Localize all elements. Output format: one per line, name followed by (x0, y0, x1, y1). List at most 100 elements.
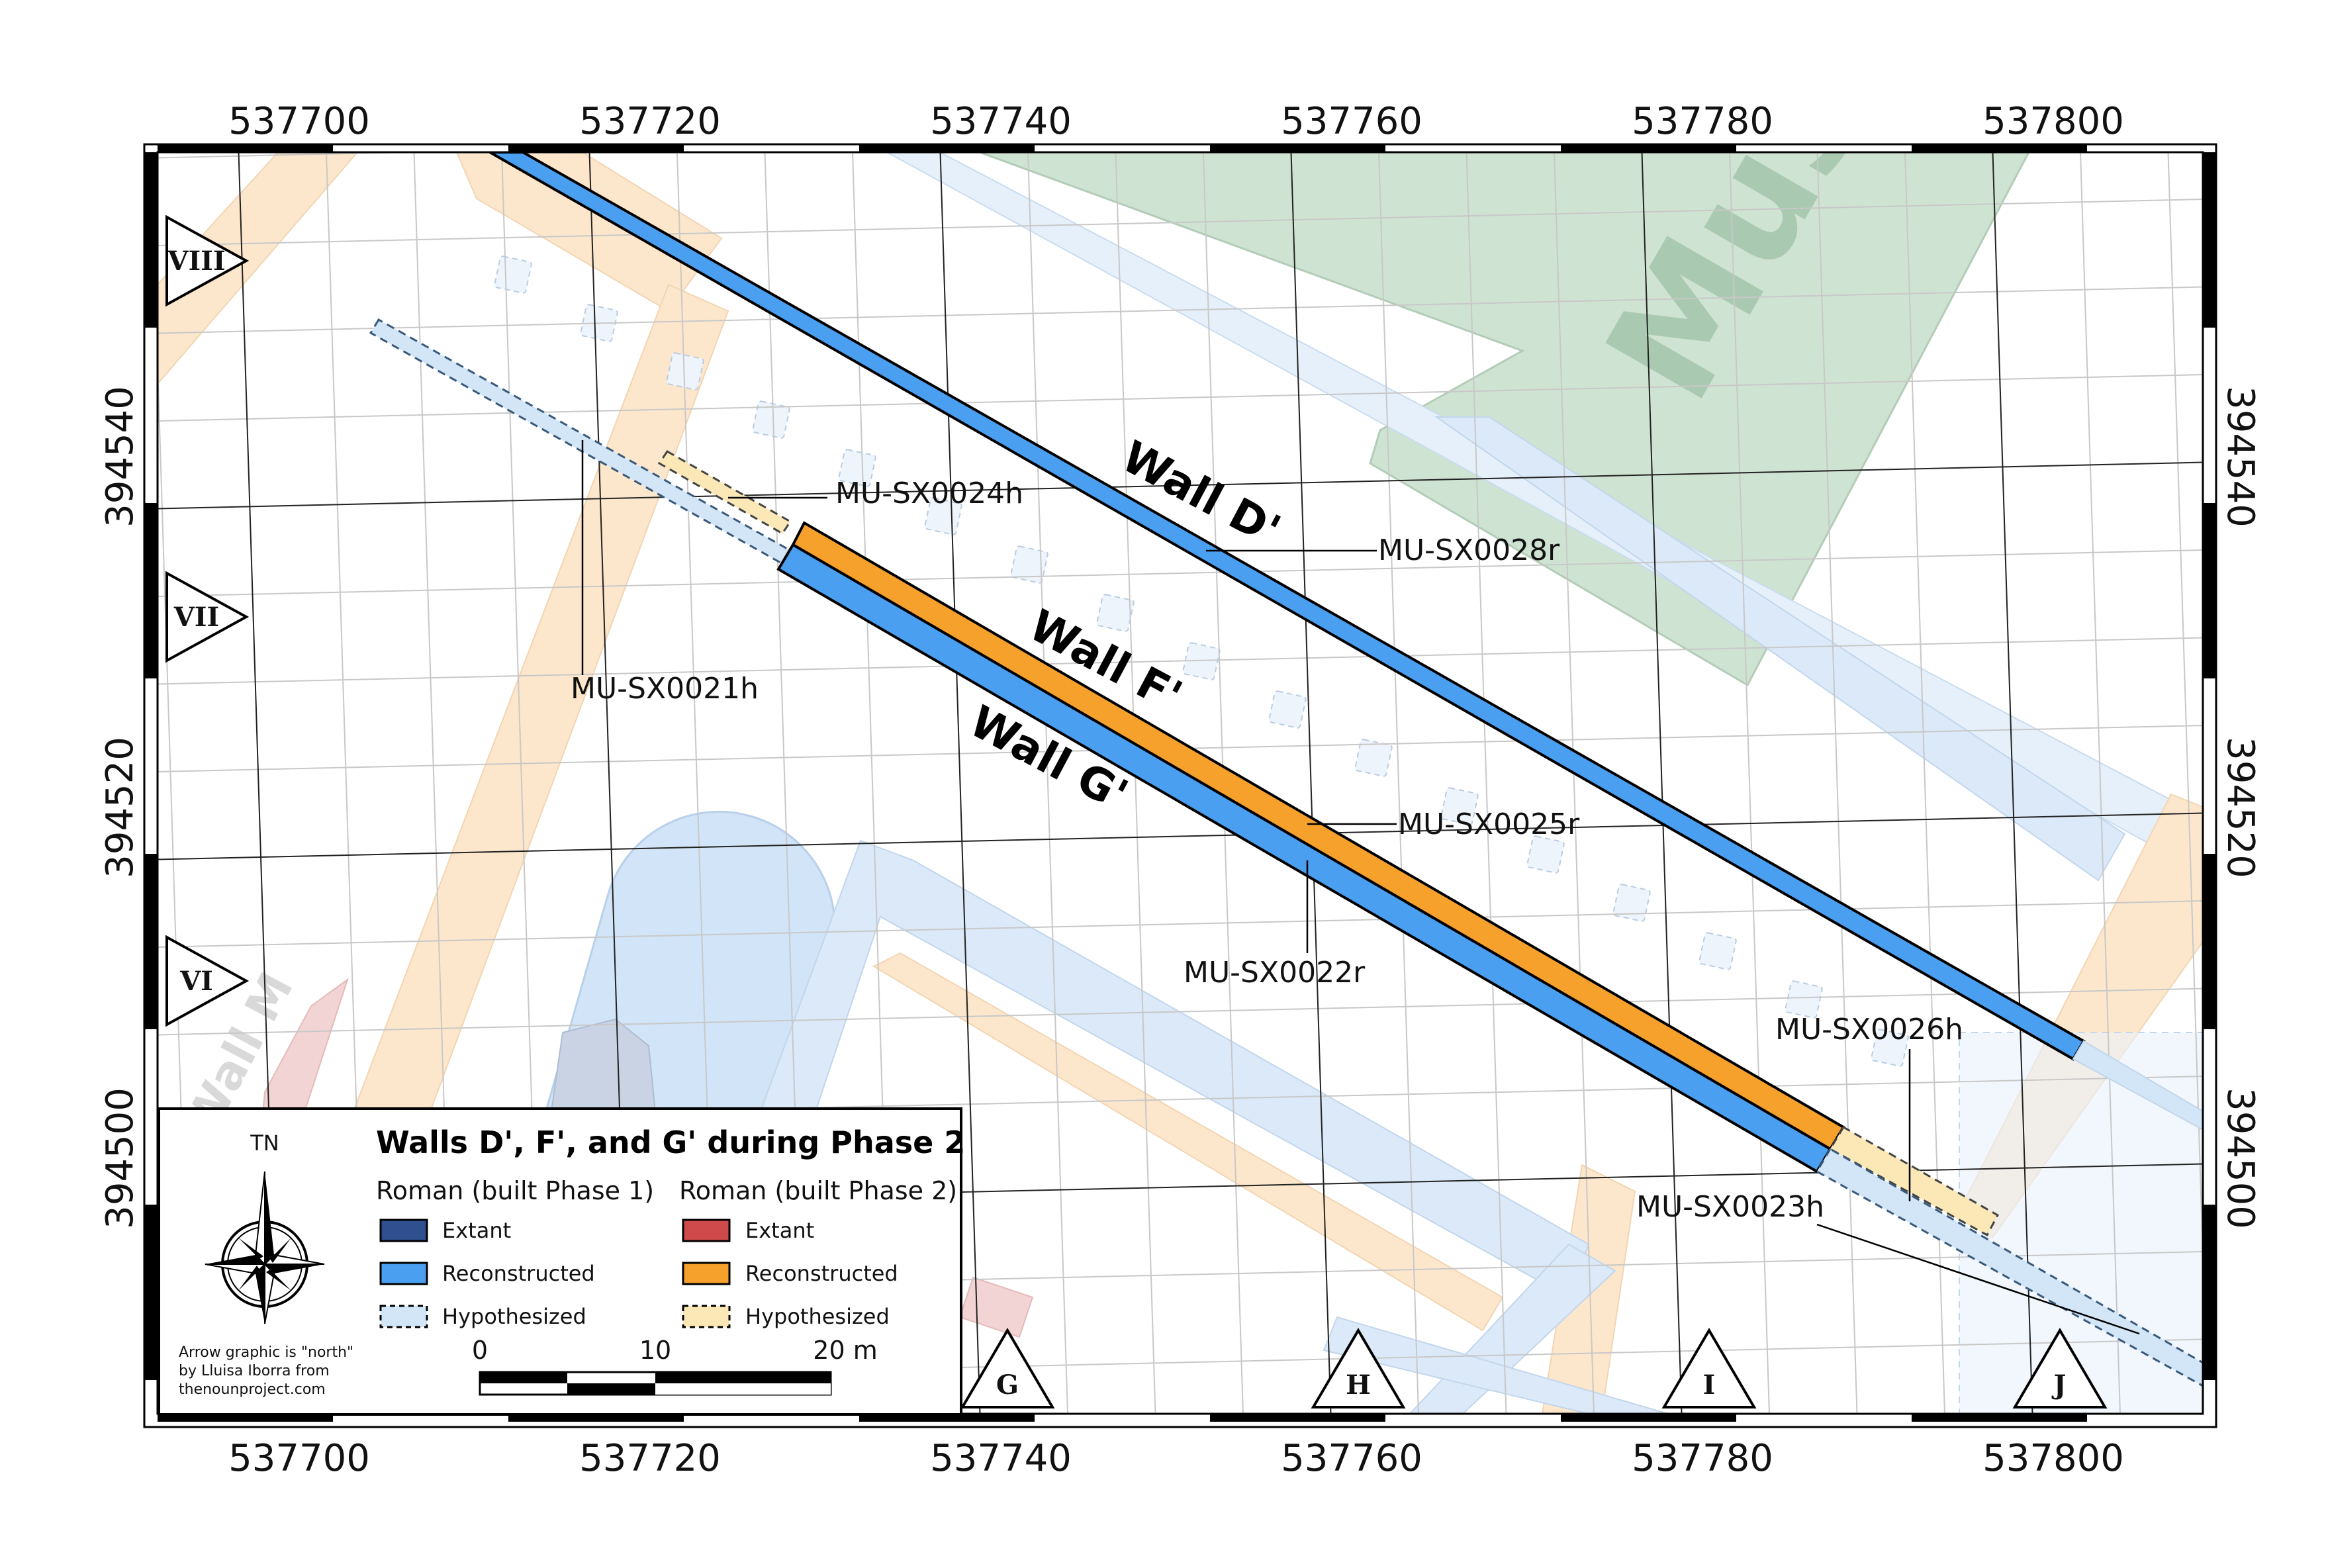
swatch-p1-extant (379, 1219, 428, 1242)
label-mu-sx0026h: MU-SX0026h (1775, 1013, 1963, 1046)
leader-lines (581, 440, 2140, 1335)
grid-minor-line (2167, 152, 2203, 1277)
swatch-p1-hypothesized (379, 1305, 428, 1328)
scale-bar: 0 10 20 m (472, 1336, 878, 1396)
hypothesized-enclosure-east (1959, 1032, 2203, 1414)
grid-minor-line (158, 374, 2203, 422)
label-mu-sx0028r: MU-SX0028r (1378, 533, 1560, 567)
grid-minor-line (158, 637, 2203, 685)
svg-text:537780: 537780 (1632, 1437, 1773, 1480)
col-marker-h: H (1311, 1328, 1406, 1408)
legend-phase2-heading: Roman (built Phase 2) (679, 1176, 957, 1205)
grid-minor-line (1554, 152, 1595, 1414)
grid-minor-line (1816, 152, 1858, 1414)
mu-sx0028r-hyp-ext (2072, 1040, 2203, 1131)
frame-tick (1210, 144, 1385, 152)
svg-text:537720: 537720 (579, 1437, 721, 1480)
grid-minor-line (64, 152, 103, 1414)
frame-tick (158, 144, 333, 152)
label-mu-sx0023h: MU-SX0023h (1636, 1190, 1824, 1224)
museum-building (979, 152, 2030, 687)
mu-sx0023h-feature (1815, 1147, 2203, 1387)
column-base (1871, 1029, 1909, 1067)
column-base (494, 255, 532, 294)
grid-major-line (158, 812, 2203, 860)
credit-line-3: thenounproject.com (179, 1381, 326, 1398)
grid-minor-line (1729, 152, 1770, 1414)
svg-text:394500: 394500 (99, 1087, 142, 1229)
grid-minor (64, 152, 2203, 1473)
column-base (1182, 642, 1221, 680)
grid-minor-line (1465, 152, 1507, 1414)
svg-text:537780: 537780 (1632, 100, 1773, 143)
grid-minor-line (158, 900, 2203, 948)
svg-text:394540: 394540 (2219, 386, 2262, 528)
column-base (1698, 932, 1737, 970)
svg-text:394540: 394540 (99, 386, 142, 528)
credit-line-1: Arrow graphic is "north" (179, 1344, 353, 1361)
frame-tick (1912, 1414, 2087, 1422)
svg-text:537700: 537700 (228, 100, 370, 143)
svg-text:0: 0 (472, 1336, 488, 1365)
grid-minor-line (2080, 152, 2121, 1414)
north-label: TN (250, 1130, 279, 1156)
legend-p1-hypothesized: Hypothesized (442, 1304, 586, 1329)
swatch-p2-reconstructed (682, 1262, 731, 1285)
label-mu-sx0024h: MU-SX0024h (835, 477, 1023, 510)
swatch-p1-reconstructed (379, 1262, 428, 1285)
svg-text:537800: 537800 (1982, 100, 2124, 143)
grid-major-line (1992, 152, 2033, 1414)
grid-minor-line (158, 1427, 2203, 1473)
col-marker-j: J (2012, 1328, 2108, 1408)
legend-phase1-heading: Roman (built Phase 1) (376, 1176, 654, 1205)
frame-tick (2203, 1205, 2216, 1380)
frame-tick (144, 152, 158, 328)
column-base (1440, 787, 1479, 825)
svg-text:VII: VII (173, 602, 219, 633)
grid-minor-line (158, 286, 2203, 334)
swatch-p2-hypothesized (682, 1305, 731, 1328)
grid-minor-line (1378, 152, 1419, 1414)
label-mu-sx0022r: MU-SX0022r (1184, 956, 1366, 990)
grid-minor-line (158, 988, 2203, 1036)
orange-road-1 (158, 152, 359, 385)
svg-text:I: I (1703, 1369, 1716, 1401)
svg-text:537760: 537760 (1281, 1437, 1422, 1480)
legend-p2-extant: Extant (745, 1218, 814, 1243)
svg-text:537760: 537760 (1281, 100, 1422, 143)
frame-tick (1561, 144, 1736, 152)
grid-minor-line (158, 199, 2203, 246)
svg-text:H: H (1346, 1369, 1371, 1401)
column-base (1096, 594, 1135, 632)
frame-tick (859, 144, 1035, 152)
svg-text:537800: 537800 (1982, 1437, 2124, 1480)
svg-text:537720: 537720 (579, 100, 721, 143)
x-coordinates-bottom: 537700 537720 537740 537760 537780 53780… (228, 1437, 2124, 1480)
column-base (1010, 545, 1048, 584)
row-marker-vi: VI (165, 935, 250, 1027)
frame-tick (144, 503, 158, 678)
grid-major-line (158, 1515, 2203, 1561)
svg-text:537740: 537740 (930, 100, 1072, 143)
grid-minor-line (158, 549, 2203, 597)
column-base (838, 449, 876, 487)
svg-text:VIII: VIII (167, 246, 225, 277)
mu-sx0026h-feature (1828, 1125, 2000, 1237)
svg-text:G: G (996, 1369, 1019, 1401)
grid-major-line (1290, 152, 1332, 1414)
grid-major-line (1641, 152, 1683, 1414)
frame-tick (1210, 1414, 1385, 1422)
svg-text:VI: VI (179, 966, 213, 997)
frame-tick (144, 1205, 158, 1380)
grid-minor-line (1027, 152, 1068, 1414)
svg-text:20 m: 20 m (813, 1336, 877, 1365)
orange-road-2 (455, 152, 723, 312)
column-base (1354, 739, 1393, 777)
red-feature-south (958, 1276, 1034, 1338)
legend-p2-reconstructed: Reconstructed (745, 1261, 898, 1286)
grid-minor-line (158, 152, 436, 159)
frame-tick (2203, 503, 2216, 678)
x-coordinates-top: 537700 537720 537740 537760 537780 53780… (228, 100, 2124, 143)
frame-tick (508, 144, 684, 152)
